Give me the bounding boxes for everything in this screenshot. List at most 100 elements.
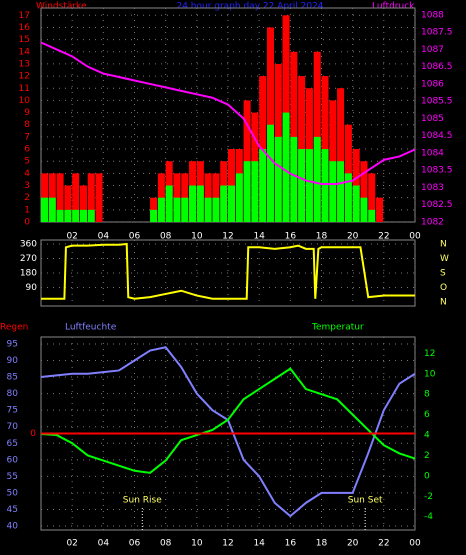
wind-bar — [321, 149, 329, 222]
pressure-axis-label: Luftdruck — [372, 2, 415, 12]
y-tick-label: 70 — [7, 422, 19, 432]
x-tick-label: 08 — [160, 539, 172, 549]
x-tick-label: 18 — [316, 232, 328, 242]
y-tick-label: 60 — [7, 455, 19, 465]
x-tick-label: 02 — [66, 232, 77, 242]
x-tick-label: 00 — [409, 232, 421, 242]
wind-bar — [79, 209, 87, 222]
wind-bar — [360, 161, 368, 222]
rain-axis-label: Regen — [0, 323, 28, 333]
y-tick-label: 1084 — [421, 148, 444, 158]
y-tick-label: 12 — [19, 72, 30, 82]
wind-bar — [95, 173, 103, 222]
y-tick-label: 95 — [7, 339, 18, 349]
y-tick-label: 55 — [7, 472, 18, 482]
wind-bar — [212, 197, 220, 222]
wind-bar — [352, 185, 360, 222]
y-tick-label: 5 — [24, 157, 30, 167]
y-tick-label: 85 — [7, 373, 18, 383]
y-tick-label: 16 — [19, 23, 31, 33]
y-tick-label: 6 — [24, 145, 30, 155]
y-tick-label: 11 — [19, 84, 30, 94]
wind-axis-label: Windstärke — [36, 2, 87, 12]
wind-bar — [64, 209, 72, 222]
y-tick-label: 15 — [19, 35, 30, 45]
y-tick-label: 1086 — [421, 79, 444, 89]
wind-bar — [56, 209, 64, 222]
wind-bar — [313, 136, 321, 222]
x-tick-label: 14 — [253, 232, 265, 242]
y-tick-label: 90 — [7, 356, 19, 366]
wind-bar — [337, 161, 345, 222]
x-tick-label: 04 — [98, 539, 110, 549]
wind-bar — [259, 149, 267, 222]
y-tick-label: 3 — [24, 181, 30, 191]
y-tick-label: 45 — [7, 505, 18, 515]
y-tick-label: 65 — [7, 439, 18, 449]
wind-bar — [329, 161, 337, 222]
y-tick-label: 180 — [20, 269, 37, 279]
y-tick-label: O — [440, 283, 447, 293]
temperature-axis-label: Temperatur — [311, 323, 364, 333]
y-tick-label: 1 — [24, 205, 30, 215]
wind-bar — [220, 185, 228, 222]
data-line — [41, 242, 415, 300]
y-tick-label: W — [440, 254, 449, 264]
wind-bar — [344, 173, 352, 222]
wind-bar — [165, 185, 173, 222]
wind-bar — [274, 136, 282, 222]
y-tick-label: 1084.5 — [421, 131, 453, 141]
y-tick-label: 1086.5 — [421, 62, 453, 72]
y-tick-label: N — [440, 298, 447, 308]
wind-bar — [72, 209, 80, 222]
y-tick-label: 0 — [24, 218, 30, 228]
wind-bar — [157, 197, 165, 222]
wind-bar — [64, 185, 72, 222]
wind-bar — [87, 209, 95, 222]
y-tick-label: 1085.5 — [421, 97, 453, 107]
humidity-axis-label: Luftfeuchte — [65, 323, 117, 333]
y-tick-label: 1083 — [421, 183, 444, 193]
x-tick-label: 04 — [98, 232, 110, 242]
data-line — [40, 367, 416, 474]
y-tick-label: 4 — [424, 431, 430, 441]
y-tick-label: 270 — [20, 254, 37, 264]
x-tick-label: 06 — [129, 539, 141, 549]
x-tick-label: 22 — [378, 232, 389, 242]
y-tick-label: 2 — [424, 451, 430, 461]
annotation: Sun Set — [348, 496, 383, 506]
x-tick-label: 06 — [129, 232, 141, 242]
data-line — [40, 41, 416, 186]
y-tick-label: 80 — [7, 389, 19, 399]
wind-bar — [368, 209, 376, 222]
y-tick-label: 6 — [424, 410, 430, 420]
y-tick-label: 14 — [19, 47, 31, 57]
x-tick-label: 00 — [409, 539, 421, 549]
y-tick-label: 0 — [30, 429, 36, 439]
y-tick-label: -4 — [424, 512, 433, 522]
wind-bar — [48, 197, 56, 222]
wind-bar — [290, 51, 298, 222]
wind-bar — [243, 161, 251, 222]
data-line — [40, 346, 416, 518]
y-tick-label: N — [440, 240, 447, 250]
wind-bar — [41, 197, 49, 222]
x-tick-label: 18 — [316, 539, 328, 549]
wind-bar — [305, 149, 313, 222]
y-tick-label: 1082 — [421, 218, 444, 228]
y-tick-label: 4 — [24, 169, 30, 179]
wind-bar — [72, 173, 80, 222]
wind-bar — [196, 185, 204, 222]
x-tick-label: 10 — [191, 539, 203, 549]
wind-bar — [204, 197, 212, 222]
x-tick-label: 16 — [285, 539, 297, 549]
wind-bar — [368, 173, 376, 222]
wind-bar — [290, 136, 298, 222]
wind-bar — [79, 185, 87, 222]
y-tick-label: 75 — [7, 406, 18, 416]
chart-title: 24 hour graph day 22 April 2024 — [176, 2, 323, 12]
y-tick-label: 8 — [24, 120, 30, 130]
wind-bar — [376, 197, 384, 222]
annotation: Sun Rise — [123, 496, 162, 506]
